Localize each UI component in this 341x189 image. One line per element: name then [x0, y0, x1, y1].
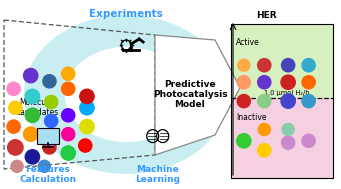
Circle shape [281, 94, 295, 108]
Circle shape [258, 76, 271, 89]
Text: Molecular
candidates: Molecular candidates [17, 98, 59, 117]
Circle shape [43, 75, 56, 88]
Circle shape [80, 89, 94, 104]
Circle shape [79, 139, 92, 152]
Bar [231, 98, 333, 178]
Text: Machine
Learning: Machine Learning [135, 165, 180, 184]
Circle shape [24, 127, 38, 141]
Text: Inactive: Inactive [236, 114, 267, 122]
Circle shape [25, 89, 40, 104]
Text: 1.0 μmol H₂/h: 1.0 μmol H₂/h [264, 90, 310, 96]
Circle shape [7, 120, 20, 133]
Circle shape [38, 160, 50, 172]
Circle shape [80, 101, 94, 115]
Circle shape [8, 140, 23, 155]
Bar [231, 24, 333, 178]
Circle shape [43, 133, 56, 146]
Circle shape [302, 94, 315, 108]
Circle shape [302, 76, 315, 89]
Ellipse shape [24, 15, 228, 174]
Circle shape [258, 123, 270, 136]
Circle shape [45, 114, 58, 128]
Circle shape [282, 123, 294, 136]
FancyBboxPatch shape [37, 128, 59, 144]
Circle shape [24, 68, 38, 83]
Circle shape [237, 94, 250, 108]
Circle shape [282, 136, 295, 149]
Text: Predictive
Photocatalysis
Model: Predictive Photocatalysis Model [153, 80, 227, 109]
Circle shape [11, 160, 23, 172]
Text: Experiments: Experiments [89, 9, 163, 19]
Circle shape [25, 108, 40, 122]
Circle shape [282, 59, 295, 72]
Circle shape [9, 101, 22, 114]
Bar [231, 24, 333, 98]
Text: Features
Calculation: Features Calculation [19, 165, 76, 184]
Polygon shape [155, 35, 240, 155]
Circle shape [258, 94, 271, 108]
Ellipse shape [65, 47, 188, 142]
Circle shape [302, 59, 315, 72]
Circle shape [62, 82, 75, 95]
Circle shape [80, 119, 94, 134]
Circle shape [238, 59, 250, 71]
Circle shape [237, 134, 251, 148]
Circle shape [25, 150, 40, 164]
Circle shape [62, 67, 75, 80]
Circle shape [62, 128, 75, 141]
Circle shape [7, 82, 20, 95]
Circle shape [237, 76, 250, 89]
Circle shape [61, 146, 75, 160]
Circle shape [62, 109, 75, 122]
Text: HER: HER [256, 11, 277, 20]
Circle shape [281, 75, 295, 89]
Circle shape [258, 144, 271, 157]
Circle shape [45, 95, 58, 109]
Circle shape [43, 141, 56, 154]
Text: Active: Active [236, 38, 260, 47]
Circle shape [302, 134, 315, 147]
Circle shape [258, 59, 271, 72]
